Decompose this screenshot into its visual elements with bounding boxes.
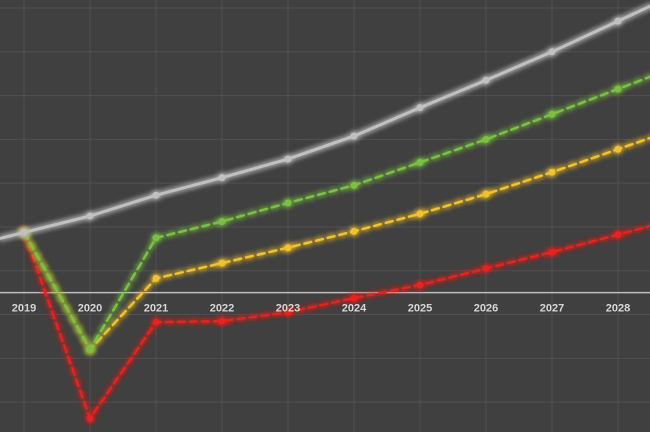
x-tick-labels: 2019 2020 2021 2022 2023 2024 2025 2026 2027 2028 bbox=[12, 303, 630, 315]
x-tick-label: 2022 bbox=[210, 303, 234, 315]
x-tick-label: 2024 bbox=[342, 303, 367, 315]
data-point bbox=[152, 274, 160, 282]
data-point bbox=[416, 281, 424, 289]
data-point bbox=[614, 17, 622, 25]
data-point bbox=[284, 199, 292, 207]
data-point bbox=[218, 317, 226, 325]
data-point bbox=[86, 415, 94, 423]
series-line bbox=[22, 224, 650, 420]
series-0 bbox=[0, 4, 650, 240]
data-point bbox=[152, 234, 160, 242]
x-tick-label: 2019 bbox=[12, 303, 36, 315]
data-point bbox=[152, 318, 160, 326]
data-point bbox=[20, 228, 28, 236]
data-point bbox=[350, 227, 358, 235]
series-1 bbox=[20, 75, 650, 354]
data-point bbox=[350, 294, 358, 302]
data-point bbox=[416, 210, 424, 218]
x-tick-label: 2028 bbox=[606, 303, 630, 315]
data-point bbox=[482, 190, 490, 198]
data-point bbox=[482, 135, 490, 143]
data-point bbox=[350, 132, 358, 140]
data-point bbox=[350, 181, 358, 189]
data-point bbox=[218, 174, 226, 182]
data-point bbox=[218, 217, 226, 225]
data-point bbox=[482, 265, 490, 273]
series-2 bbox=[20, 136, 650, 354]
series-group bbox=[0, 4, 650, 423]
data-point bbox=[548, 110, 556, 118]
data-point bbox=[548, 168, 556, 176]
data-point bbox=[284, 244, 292, 252]
data-point bbox=[548, 48, 556, 56]
x-tick-label: 2025 bbox=[408, 303, 432, 315]
data-point bbox=[284, 155, 292, 163]
data-point bbox=[614, 145, 622, 153]
data-point bbox=[152, 191, 160, 199]
data-point bbox=[416, 104, 424, 112]
data-point bbox=[614, 231, 622, 239]
x-tick-label: 2021 bbox=[144, 303, 168, 315]
data-point bbox=[416, 158, 424, 166]
data-point bbox=[86, 212, 94, 220]
series-line bbox=[0, 4, 650, 240]
x-tick-label: 2023 bbox=[276, 303, 300, 315]
data-point bbox=[284, 308, 292, 316]
x-tick-label: 2026 bbox=[474, 303, 498, 315]
data-point bbox=[548, 248, 556, 256]
data-point bbox=[86, 346, 94, 354]
series-line bbox=[22, 136, 650, 351]
data-point bbox=[218, 259, 226, 267]
data-point bbox=[614, 85, 622, 93]
x-tick-label: 2020 bbox=[78, 303, 102, 315]
data-point bbox=[482, 76, 490, 84]
x-tick-label: 2027 bbox=[540, 303, 564, 315]
